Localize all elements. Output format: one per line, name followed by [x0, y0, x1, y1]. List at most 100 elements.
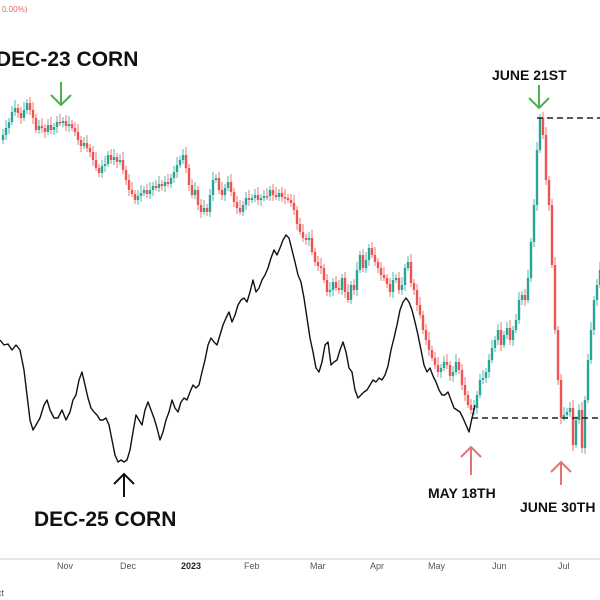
candle-body	[562, 415, 566, 418]
x-tick-label: May	[428, 561, 446, 571]
candle-body	[298, 224, 302, 232]
candle-body	[148, 190, 152, 194]
candle-body	[412, 283, 416, 290]
candle-body	[151, 186, 155, 190]
candle-body	[247, 198, 251, 200]
candle-body	[181, 155, 185, 160]
candle-body	[88, 148, 92, 152]
candle-body	[124, 170, 128, 180]
candle-body	[442, 362, 446, 368]
candle-body	[499, 330, 503, 345]
candle-body	[427, 340, 431, 350]
candle-body	[400, 285, 404, 290]
candle-body	[142, 190, 146, 193]
candle-body	[91, 152, 95, 160]
candle-body	[175, 165, 179, 172]
candle-body	[286, 198, 290, 200]
candle-body	[103, 164, 107, 166]
candle-body	[460, 370, 464, 385]
candle-body	[547, 180, 551, 205]
candle-body	[520, 295, 524, 300]
candle-body	[85, 143, 89, 148]
candle-body	[517, 300, 521, 320]
candle-body	[565, 412, 569, 415]
candle-body	[55, 122, 59, 127]
candle-body	[76, 132, 80, 140]
candle-body	[334, 282, 338, 288]
candle-body	[514, 320, 518, 330]
candle-body	[328, 290, 332, 292]
candle-body	[256, 195, 260, 200]
candle-body	[37, 126, 41, 130]
candle-body	[409, 262, 413, 283]
candle-body	[169, 178, 173, 184]
candle-body	[133, 194, 137, 200]
candle-body	[355, 270, 359, 290]
candle-body	[157, 184, 161, 188]
candle-body	[25, 103, 29, 110]
candle-body	[271, 190, 275, 195]
candle-body	[223, 188, 227, 195]
candle-body	[502, 335, 506, 345]
candle-body	[139, 193, 143, 196]
candle-body	[265, 196, 269, 198]
candle-body	[190, 185, 194, 195]
candle-body	[253, 195, 257, 198]
candle-body	[574, 420, 578, 445]
x-tick-label: Nov	[57, 561, 74, 571]
candle-body	[340, 278, 344, 290]
candle-body	[343, 278, 347, 292]
candle-body	[544, 135, 548, 180]
candle-body	[289, 200, 293, 203]
candle-body	[172, 172, 176, 178]
candle-body	[469, 405, 473, 410]
candle-body	[319, 266, 323, 268]
candle-body	[445, 362, 449, 365]
candle-body	[115, 157, 119, 162]
candle-body	[430, 350, 434, 358]
candle-body	[22, 110, 26, 118]
candle-body	[553, 265, 557, 330]
candle-body	[388, 284, 392, 292]
candle-body	[559, 380, 563, 418]
dec25-arrow-icon	[113, 472, 135, 497]
candle-body	[166, 182, 170, 184]
x-tick-label: Apr	[370, 561, 384, 571]
candle-body	[496, 330, 500, 340]
candle-body	[244, 198, 248, 205]
candle-body	[310, 238, 314, 252]
candle-body	[361, 255, 365, 268]
candle-body	[370, 248, 374, 255]
x-tick-label: 2023	[181, 561, 201, 571]
candle-body	[598, 270, 600, 285]
candle-body	[214, 178, 218, 180]
candle-body	[40, 126, 44, 128]
candle-body	[532, 205, 536, 242]
header-text: 0.00%)	[2, 5, 28, 14]
candle-body	[418, 305, 422, 315]
candle-body	[106, 155, 110, 164]
candle-body	[571, 408, 575, 445]
candle-body	[13, 108, 17, 112]
candle-body	[52, 127, 56, 130]
candle-body	[421, 315, 425, 330]
candle-body	[97, 168, 101, 173]
candle-body	[394, 278, 398, 280]
candle-body	[475, 395, 479, 408]
candle-body	[595, 285, 599, 300]
candle-body	[121, 160, 125, 170]
candle-body	[373, 255, 377, 262]
candle-body	[199, 205, 203, 212]
candle-body	[292, 203, 296, 210]
candle-body	[64, 121, 68, 126]
candle-body	[367, 248, 371, 260]
june21-arrow-icon	[528, 85, 550, 110]
candle-body	[295, 210, 299, 224]
candle-body	[538, 118, 542, 150]
candle-body	[94, 160, 98, 168]
candle-body	[259, 198, 263, 200]
candle-body	[184, 155, 188, 168]
candle-body	[79, 140, 83, 146]
x-axis-ticks: ct Nov Dec 2023 Feb Mar Apr May Jun Jul	[0, 561, 570, 598]
